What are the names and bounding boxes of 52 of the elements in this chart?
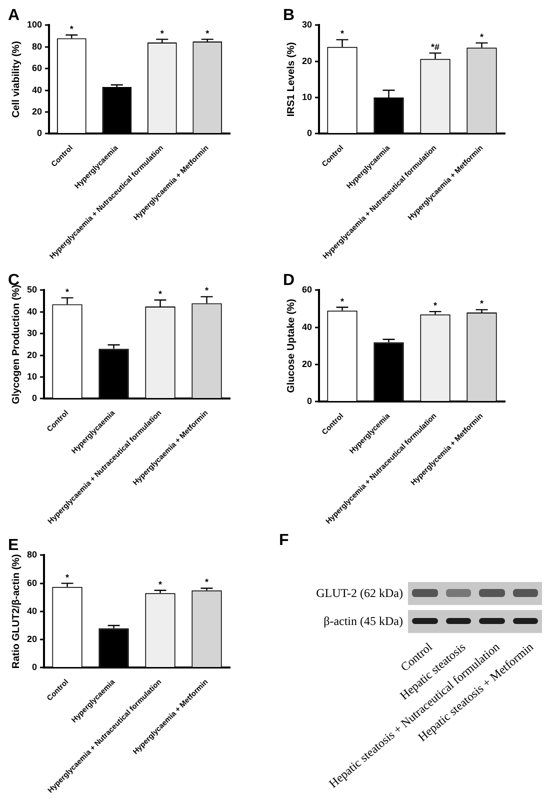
annotation: *# bbox=[430, 42, 440, 52]
chart-title: A bbox=[8, 7, 20, 24]
annotation: * bbox=[160, 28, 164, 38]
annotation: * bbox=[340, 28, 344, 39]
y-tick-label: 80 bbox=[26, 550, 38, 560]
y-tick-label: 0 bbox=[32, 393, 38, 404]
y-axis-title: IRS1 Levels (%) bbox=[286, 42, 297, 117]
annotation: * bbox=[66, 286, 70, 297]
y-tick-label: 60 bbox=[26, 578, 38, 588]
y-tick-label: 100 bbox=[26, 20, 42, 30]
annotation: * bbox=[158, 579, 162, 590]
y-tick-label: 60 bbox=[32, 63, 42, 74]
text: F bbox=[279, 532, 289, 550]
y-tick-label: 40 bbox=[32, 84, 42, 95]
y-tick-label: 40 bbox=[26, 606, 38, 616]
y-tick-label: 50 bbox=[26, 284, 38, 295]
text: GLUT-2 (62 kDa) bbox=[316, 586, 403, 601]
y-tick-label: 20 bbox=[302, 358, 312, 369]
annotation: * bbox=[70, 24, 74, 34]
y-tick-label: 0 bbox=[37, 128, 42, 138]
annotation: * bbox=[66, 572, 70, 582]
annotation: * bbox=[340, 296, 344, 306]
y-tick-label: 20 bbox=[302, 56, 312, 66]
annotation: * bbox=[206, 28, 210, 38]
y-axis-title: Ratio GLUT2/β-actin (%) bbox=[10, 554, 22, 669]
chart-title: D bbox=[283, 272, 295, 290]
y-tick-label: 20 bbox=[26, 634, 38, 644]
annotation: * bbox=[433, 300, 438, 311]
annotation: * bbox=[480, 32, 484, 42]
y-axis-title: Cell viability (%) bbox=[10, 41, 22, 118]
y-tick-label: 30 bbox=[302, 20, 312, 30]
annotation: * bbox=[204, 286, 209, 296]
chart-title: B bbox=[283, 7, 295, 24]
y-axis-title: Glucose Uptake (%) bbox=[286, 298, 297, 393]
y-tick-label: 60 bbox=[302, 284, 312, 295]
y-tick-label: 80 bbox=[32, 41, 42, 52]
y-axis-title: Glycogen Production (%) bbox=[10, 284, 22, 404]
annotation: * bbox=[158, 288, 162, 299]
y-tick-label: 20 bbox=[26, 350, 38, 360]
chart-title: E bbox=[8, 537, 19, 554]
y-tick-label: 40 bbox=[26, 306, 38, 316]
text: β-actin (45 kDa) bbox=[324, 614, 403, 629]
y-tick-label: 10 bbox=[302, 92, 312, 102]
y-tick-label: 0 bbox=[32, 662, 38, 672]
y-tick-label: 20 bbox=[32, 106, 42, 116]
annotation: * bbox=[204, 577, 209, 588]
y-tick-label: 10 bbox=[26, 371, 38, 382]
y-tick-label: 40 bbox=[302, 322, 312, 332]
y-tick-label: 0 bbox=[306, 396, 312, 406]
y-tick-label: 30 bbox=[26, 328, 38, 338]
annotation: * bbox=[480, 298, 484, 309]
y-tick-label: 0 bbox=[306, 128, 312, 138]
